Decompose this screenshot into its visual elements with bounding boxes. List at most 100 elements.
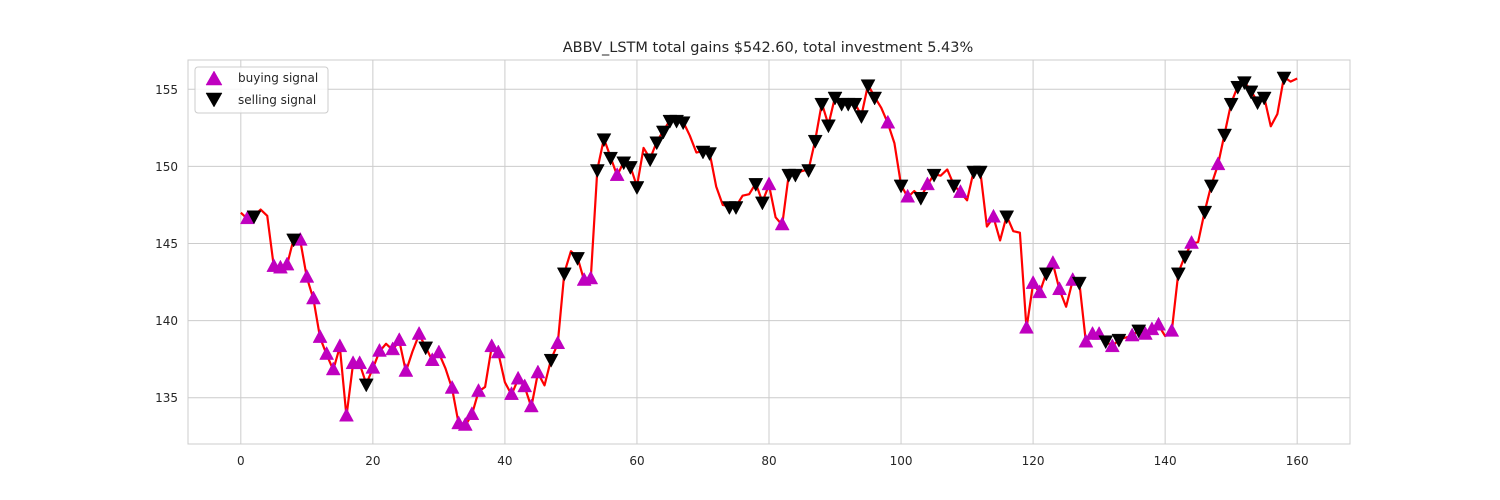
sell-signal-marker <box>418 341 434 356</box>
x-tick-label: 100 <box>890 454 913 468</box>
sell-signal-marker <box>1111 333 1127 348</box>
tick-labels: 0 20 40 60 80 100 120 140 160 135 140 145 150 155 <box>155 83 1309 468</box>
buy-signal-marker <box>391 332 407 346</box>
sell-signal-marker <box>926 168 942 183</box>
x-tick-label: 0 <box>237 454 245 468</box>
sell-signal-marker <box>1250 96 1265 111</box>
sell-signal-marker <box>867 91 883 106</box>
buy-signal-marker <box>411 325 427 340</box>
x-tick-label: 40 <box>497 454 512 468</box>
buy-signal-marker <box>279 256 295 271</box>
sell-markers <box>246 71 1292 393</box>
legend-sell-marker <box>205 92 223 108</box>
sell-signal-marker <box>1256 91 1272 106</box>
buy-signal-marker <box>365 359 381 374</box>
sell-signal-marker <box>570 252 585 266</box>
x-tick-label: 120 <box>1022 454 1045 468</box>
x-tick-label: 140 <box>1154 454 1177 468</box>
buy-signal-marker <box>325 361 341 376</box>
sell-signal-marker <box>246 210 262 225</box>
buy-signal-marker <box>1052 281 1067 296</box>
sell-signal-marker <box>1038 267 1054 282</box>
buy-signal-marker <box>1019 319 1034 334</box>
sell-signal-marker <box>913 192 929 206</box>
grid <box>188 60 1350 444</box>
buy-signal-marker <box>464 406 480 420</box>
sell-signal-marker <box>1276 71 1292 86</box>
plot-frame <box>187 59 1351 445</box>
sell-signal-marker <box>754 196 770 211</box>
buy-signal-marker <box>1124 327 1140 342</box>
buy-signal-marker <box>444 379 460 394</box>
y-tick-label: 140 <box>155 314 178 328</box>
buy-signal-marker <box>471 383 486 397</box>
buy-signal-marker <box>609 167 625 181</box>
sell-signal-marker <box>801 164 817 179</box>
buy-signal-marker <box>530 364 546 379</box>
buy-signal-marker <box>398 362 414 377</box>
sell-signal-marker <box>603 151 618 166</box>
buy-signal-marker <box>431 344 447 359</box>
sell-signal-marker <box>649 136 665 151</box>
sell-signal-marker <box>358 378 374 393</box>
sell-signal-marker <box>854 110 869 125</box>
sell-signal-marker <box>629 181 645 195</box>
sell-signal-marker <box>655 125 671 140</box>
sell-signal-marker <box>1217 128 1232 143</box>
chart-title: ABBV_LSTM total gains $542.60, total inv… <box>563 40 974 56</box>
sell-signal-marker <box>1170 267 1186 282</box>
buy-signal-marker <box>550 335 566 350</box>
sell-signal-marker <box>1071 276 1087 291</box>
sell-signal-marker <box>596 133 612 148</box>
buy-signal-marker <box>1184 234 1199 249</box>
legend-box <box>194 66 329 114</box>
sell-signal-marker <box>1230 80 1246 95</box>
buy-signal-marker <box>457 416 473 431</box>
buy-signal-marker <box>761 176 777 191</box>
buy-signal-marker <box>332 338 348 353</box>
buy-signal-marker <box>339 407 354 422</box>
buy-signal-marker <box>880 114 896 129</box>
sell-signal-marker <box>702 147 717 162</box>
sell-signal-marker <box>1223 97 1239 112</box>
buy-signal-marker <box>1025 275 1041 289</box>
y-tick-label: 135 <box>155 391 178 405</box>
buy-signal-marker <box>352 355 368 370</box>
sell-signal-marker <box>543 353 559 368</box>
legend: buying signal selling signal <box>194 66 329 114</box>
buy-signal-marker <box>583 270 599 285</box>
buy-signal-marker <box>1078 333 1094 348</box>
sell-signal-marker <box>814 97 830 112</box>
sell-signal-marker <box>893 179 909 194</box>
sell-signal-marker <box>675 116 691 131</box>
legend-sell-label: selling signal <box>238 93 316 107</box>
sell-signal-marker <box>946 179 962 194</box>
sell-signal-marker <box>972 165 988 180</box>
buy-signal-marker <box>1032 284 1048 299</box>
legend-buy-label: buying signal <box>238 71 318 85</box>
y-tick-label: 145 <box>155 237 178 251</box>
buy-signal-marker <box>986 208 1001 223</box>
x-tick-label: 160 <box>1286 454 1309 468</box>
sell-signal-marker <box>286 233 302 248</box>
sell-signal-marker <box>847 97 863 112</box>
buy-signal-marker <box>424 352 440 366</box>
y-tick-label: 150 <box>155 160 178 174</box>
buy-signal-marker <box>1104 338 1120 353</box>
sell-signal-marker <box>860 79 876 94</box>
sell-signal-marker <box>556 267 572 282</box>
x-tick-label: 80 <box>761 454 776 468</box>
buy-signal-marker <box>1210 156 1226 171</box>
buy-signal-marker <box>1151 316 1166 331</box>
sell-signal-marker <box>1203 179 1219 194</box>
buy-markers <box>240 114 1226 431</box>
buy-signal-marker <box>510 370 526 385</box>
sell-signal-marker <box>1098 335 1114 350</box>
sell-signal-marker <box>1236 76 1252 91</box>
sell-signal-marker <box>1197 205 1213 220</box>
sell-signal-marker <box>642 153 658 168</box>
buy-signal-marker <box>953 184 968 198</box>
x-tick-label: 60 <box>629 454 644 468</box>
buy-signal-marker <box>517 378 533 393</box>
